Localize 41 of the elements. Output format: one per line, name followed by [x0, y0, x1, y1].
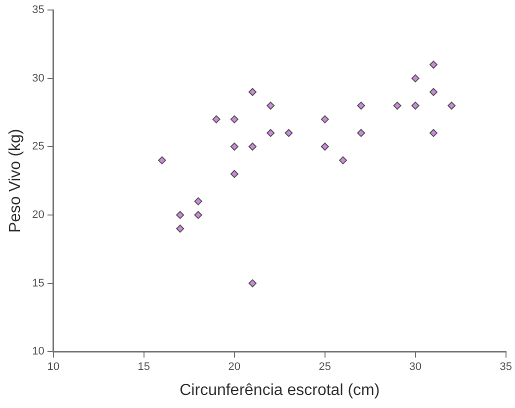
- y-tick-label: 10: [32, 346, 44, 358]
- x-tick-label: 15: [138, 361, 150, 374]
- x-tick-label: 35: [500, 361, 512, 374]
- point: [429, 60, 438, 69]
- point: [284, 128, 293, 137]
- point: [339, 156, 347, 164]
- point: [320, 115, 329, 124]
- point: [158, 156, 166, 164]
- point: [448, 102, 456, 110]
- point: [266, 102, 275, 110]
- point: [411, 74, 420, 82]
- point: [230, 142, 238, 151]
- y-tick-label: 35: [32, 4, 44, 16]
- x-axis-title: Circunferência escrotal (cm): [180, 382, 380, 399]
- y-tick-label: 25: [32, 140, 44, 153]
- point: [212, 115, 220, 124]
- point: [393, 102, 402, 110]
- point: [266, 128, 275, 137]
- point: [357, 128, 366, 137]
- y-tick-label: 20: [32, 208, 44, 221]
- point: [248, 88, 257, 96]
- x-tick-label: 25: [318, 361, 332, 374]
- point: [429, 128, 438, 137]
- point: [411, 102, 420, 110]
- x-tick-label: 30: [409, 361, 422, 374]
- point: [230, 115, 238, 124]
- point: [230, 170, 238, 178]
- point: [176, 224, 184, 233]
- y-tick-label: 30: [32, 72, 44, 84]
- x-tick-label: 20: [228, 361, 241, 374]
- point: [194, 210, 202, 219]
- point: [357, 102, 366, 110]
- y-axis-title: Peso Vivo (kg): [7, 128, 24, 233]
- point: [248, 279, 257, 288]
- x-tick-label: 10: [47, 361, 60, 374]
- point: [320, 142, 329, 151]
- y-tick-label: 15: [32, 277, 44, 290]
- point: [176, 210, 184, 219]
- point: [194, 197, 202, 206]
- point: [248, 142, 257, 151]
- point: [429, 88, 438, 96]
